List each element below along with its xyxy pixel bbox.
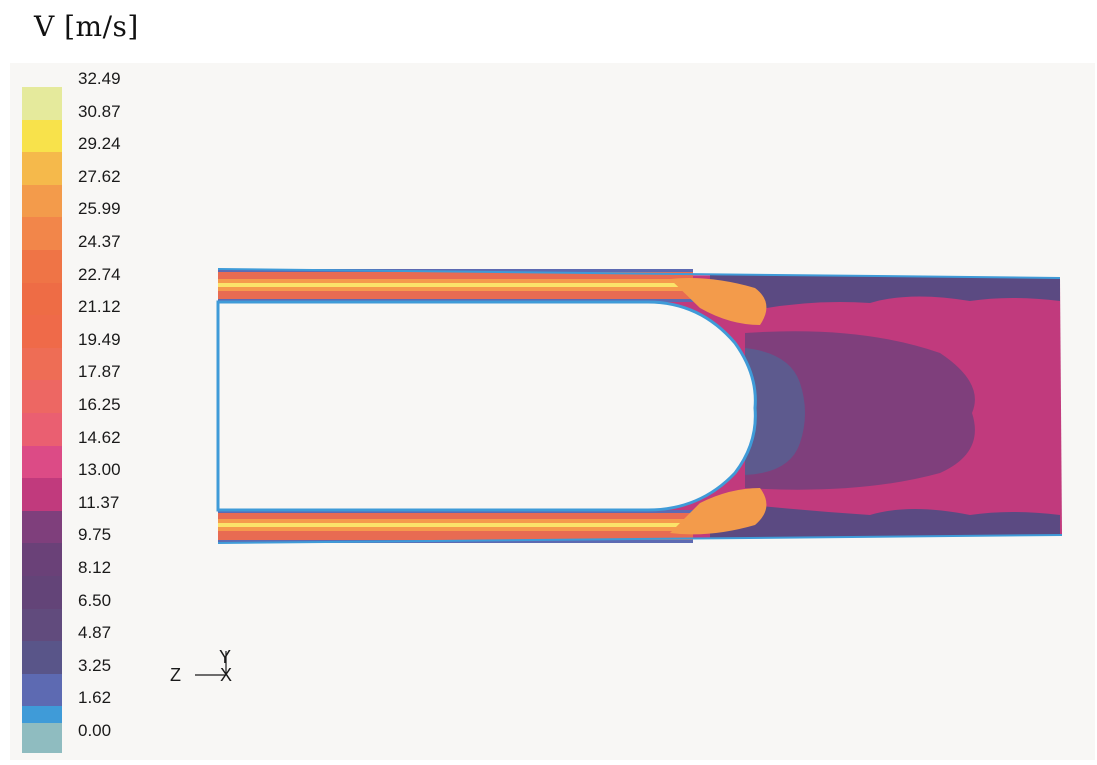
legend-tick-label: 8.12 [78, 557, 112, 577]
axis-x-label: X [220, 665, 232, 685]
legend-swatch [22, 119, 62, 153]
legend-swatch [22, 282, 62, 316]
legend-tick-label: 19.49 [78, 329, 121, 349]
legend-tick-label: 16.25 [78, 394, 121, 414]
legend-row: 25.99 [22, 199, 152, 250]
legend-tick-label: 21.12 [78, 297, 121, 317]
legend-swatch [22, 315, 62, 348]
legend-tick-label: 4.87 [78, 623, 112, 643]
legend-swatch [22, 217, 62, 250]
legend-swatch [22, 152, 62, 185]
legend-swatch [22, 380, 62, 413]
legend-row: 4.87 [22, 623, 152, 674]
legend-tick-label: 30.87 [78, 101, 121, 121]
upper-jet-expansion [670, 278, 767, 325]
legend-row: 27.62 [22, 167, 152, 218]
legend-swatch [22, 641, 62, 674]
legend-row: 13.00 [22, 460, 152, 511]
legend-row: 6.50 [22, 591, 152, 642]
legend-swatch [22, 445, 62, 479]
legend-row: 30.87 [22, 102, 152, 153]
legend-row: 11.37 [22, 493, 152, 544]
legend-swatch [22, 412, 62, 446]
legend-tick-label: 24.37 [78, 231, 121, 251]
wake-inner [745, 348, 805, 475]
legend-tick-label: 11.37 [78, 492, 120, 512]
legend-swatch [22, 722, 62, 753]
legend-row: 3.25 [22, 656, 152, 707]
legend-swatch [22, 87, 62, 120]
legend-tick-label: 22.74 [78, 264, 121, 284]
plot-panel: 32.49 30.87 29.24 27.62 25.99 24.37 22.74 21.12… [10, 63, 1095, 760]
legend-row: 19.49 [22, 330, 152, 381]
lower-jet-expansion [670, 488, 767, 535]
legend-swatch [22, 249, 62, 283]
central-body [216, 300, 757, 512]
recirculation-zone [745, 331, 975, 490]
axis-y-label: Y [219, 647, 231, 667]
legend-row: 14.62 [22, 428, 152, 479]
legend-row: 8.12 [22, 558, 152, 609]
legend-tick-label: 1.62 [78, 688, 112, 708]
legend-row: 24.37 [22, 232, 152, 283]
color-legend: 32.49 30.87 29.24 27.62 25.99 24.37 22.74 21.12… [22, 69, 152, 756]
legend-row: 9.75 [22, 525, 152, 576]
legend-tick-label: 25.99 [78, 199, 121, 219]
legend-row: 32.49 [22, 69, 152, 120]
legend-swatch [22, 478, 62, 511]
legend-tick-label: 17.87 [78, 362, 121, 382]
legend-swatch [22, 543, 62, 576]
velocity-field: Y Z X [170, 268, 1063, 685]
legend-swatch [22, 184, 62, 218]
legend-tick-label: 27.62 [78, 166, 121, 186]
upper-wall-band [710, 275, 1060, 311]
legend-swatch [22, 575, 62, 609]
legend-tick-label: 29.24 [78, 134, 121, 154]
axis-triad: Y Z X [170, 647, 232, 685]
legend-tick-label: 6.50 [78, 590, 112, 610]
legend-tick-label: 13.00 [78, 460, 121, 480]
legend-row: 22.74 [22, 265, 152, 316]
legend-row: 17.87 [22, 362, 152, 413]
legend-swatch [22, 608, 62, 642]
legend-row: 16.25 [22, 395, 152, 446]
plot-title: V [m/s] [34, 10, 139, 43]
legend-tick-label: 32.49 [78, 69, 121, 88]
legend-swatch [22, 673, 62, 707]
legend-row: 0.00 [22, 721, 152, 756]
legend-row: 29.24 [22, 134, 152, 185]
legend-tick-label: 9.75 [78, 525, 112, 545]
legend-tick-label: 14.62 [78, 427, 121, 447]
legend-swatch [22, 347, 62, 381]
axis-z-label: Z [170, 665, 181, 685]
lower-wall-band [710, 505, 1060, 538]
legend-tick-label: 0.00 [78, 720, 112, 740]
legend-row: 21.12 [22, 297, 152, 348]
legend-swatch [22, 510, 62, 544]
legend-tick-label: 3.25 [78, 655, 112, 675]
